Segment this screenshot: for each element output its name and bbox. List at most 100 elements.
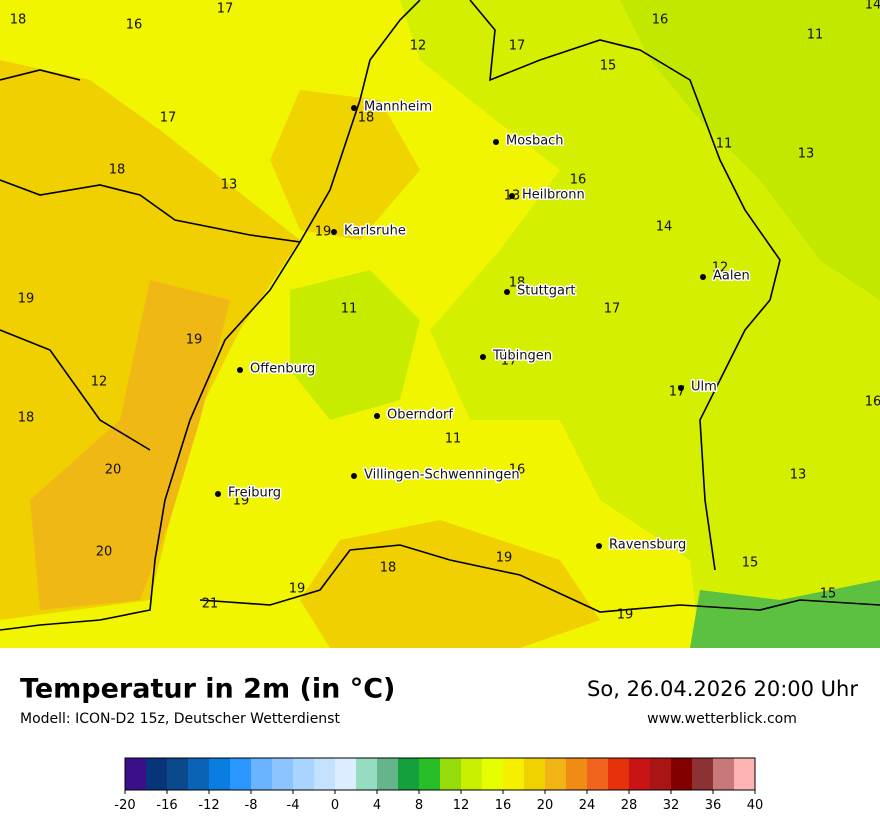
city-dot xyxy=(215,491,221,497)
temperature-label: 14 xyxy=(656,220,673,235)
border xyxy=(469,0,781,571)
temperature-label: 15 xyxy=(820,587,837,602)
orange-area xyxy=(30,280,230,610)
temperature-label: 14 xyxy=(865,0,880,13)
border xyxy=(0,329,151,451)
subtitle: Modell: ICON-D2 15z, Deutscher Wetterdie… xyxy=(20,711,340,727)
city-name: Karlsruhe xyxy=(344,224,406,239)
green-area xyxy=(690,580,880,648)
temperature-label: 18 xyxy=(380,561,397,576)
temperature-label: 16 xyxy=(509,463,526,478)
colorbar-cell xyxy=(356,758,378,790)
city-name: Aalen xyxy=(713,269,750,284)
temperature-label: 12 xyxy=(91,375,108,390)
temperature-label: 17 xyxy=(604,302,621,317)
site: www.wetterblick.com xyxy=(647,711,797,727)
temperature-label: 19 xyxy=(18,292,35,307)
colorbar-cell xyxy=(713,758,735,790)
temperature-label: 17 xyxy=(160,111,177,126)
temperature-label: 13 xyxy=(798,147,815,162)
temperature-label: 18 xyxy=(18,411,35,426)
temperature-label: 19 xyxy=(186,333,203,348)
green-area xyxy=(620,0,880,300)
border xyxy=(299,0,421,243)
city-dot xyxy=(351,473,357,479)
colorbar-cell xyxy=(692,758,714,790)
city-name: Tübingen xyxy=(492,349,552,364)
colorbar-cell xyxy=(251,758,273,790)
temperature-label: 11 xyxy=(341,302,358,317)
border xyxy=(0,69,81,81)
colorbar-cell xyxy=(230,758,252,790)
colorbar-tick-label: -20 xyxy=(114,798,135,813)
colorbar-tick-label: 20 xyxy=(537,798,554,813)
temperature-label: 16 xyxy=(865,395,880,410)
city-dot xyxy=(237,367,243,373)
temperature-label: 17 xyxy=(501,354,518,369)
colorbar-cell xyxy=(503,758,525,790)
temperature-label: 18 xyxy=(109,163,126,178)
colorbar-tick-label: 28 xyxy=(621,798,638,813)
temperature-labels: 18 17 16 12 17 16 14 11 15 17 18 11 13 18 13 16 13 14 19 12… xyxy=(10,0,880,623)
city-name: Ulm xyxy=(691,380,717,395)
city-name: Offenburg xyxy=(250,362,315,377)
colorbar-cell xyxy=(440,758,462,790)
temperature-label: 19 xyxy=(496,551,513,566)
temperature-label: 15 xyxy=(600,59,617,74)
colorbar-cell xyxy=(335,758,357,790)
city-dot xyxy=(351,105,357,111)
colorbar-cell xyxy=(146,758,168,790)
temperature-label: 19 xyxy=(289,582,306,597)
colorbar-tick-label: 36 xyxy=(705,798,722,813)
temperature-label: 19 xyxy=(233,494,250,509)
border xyxy=(0,179,302,631)
temperature-label: 12 xyxy=(410,39,427,54)
city-name: Heilbronn xyxy=(522,188,585,203)
temperature-label: 11 xyxy=(716,137,733,152)
colorbar-cell xyxy=(587,758,609,790)
city-dot xyxy=(480,354,486,360)
colorbar-cell xyxy=(566,758,588,790)
city-name: Mannheim xyxy=(364,100,432,115)
city-dot xyxy=(596,543,602,549)
city-name: Oberndorf xyxy=(387,408,453,423)
orange-area xyxy=(300,520,600,648)
colorbar-cell xyxy=(650,758,672,790)
colorbar-tick-label: 4 xyxy=(373,798,381,813)
colorbar-cell xyxy=(629,758,651,790)
colorbar-cell xyxy=(398,758,420,790)
colorbar-cell xyxy=(608,758,630,790)
city-dot xyxy=(509,193,515,199)
colorbar-cell xyxy=(188,758,210,790)
city-name: Villingen-Schwenningen xyxy=(364,468,520,483)
temperature-label: 13 xyxy=(221,178,238,193)
temperature-label: 11 xyxy=(445,432,462,447)
colorbar-cell xyxy=(482,758,504,790)
date: So, 26.04.2026 20:00 Uhr xyxy=(587,677,858,701)
colorbar-cell xyxy=(671,758,693,790)
colorbar-cell xyxy=(125,758,147,790)
colorbar-cell xyxy=(734,758,756,790)
colorbar-cell xyxy=(524,758,546,790)
city-name: Mosbach xyxy=(506,134,564,149)
city-dot xyxy=(493,139,499,145)
city-dot xyxy=(331,229,337,235)
colorbar: -20 -16 -12 -8 -4 0 4 8 12 16 20 24 28 32 36 40 xyxy=(114,757,763,813)
colorbar-frame xyxy=(124,757,756,791)
footer xyxy=(0,648,880,830)
temperature-label: 16 xyxy=(126,18,143,33)
city-dot xyxy=(678,385,684,391)
temperature-label: 18 xyxy=(10,13,27,28)
temperature-label: 16 xyxy=(652,13,669,28)
city-dot xyxy=(374,413,380,419)
temperature-label: 18 xyxy=(509,276,526,291)
colorbar-tick-label: -8 xyxy=(245,798,258,813)
colorbar-cell xyxy=(167,758,189,790)
green-area xyxy=(290,270,420,420)
temperature-label: 19 xyxy=(315,225,332,240)
city-dot xyxy=(504,289,510,295)
city-labels: Mannheim Mosbach Heilbronn Karlsruhe Aalen St… xyxy=(215,98,751,554)
temperature-label: 11 xyxy=(807,28,824,43)
colorbar-cell xyxy=(461,758,483,790)
